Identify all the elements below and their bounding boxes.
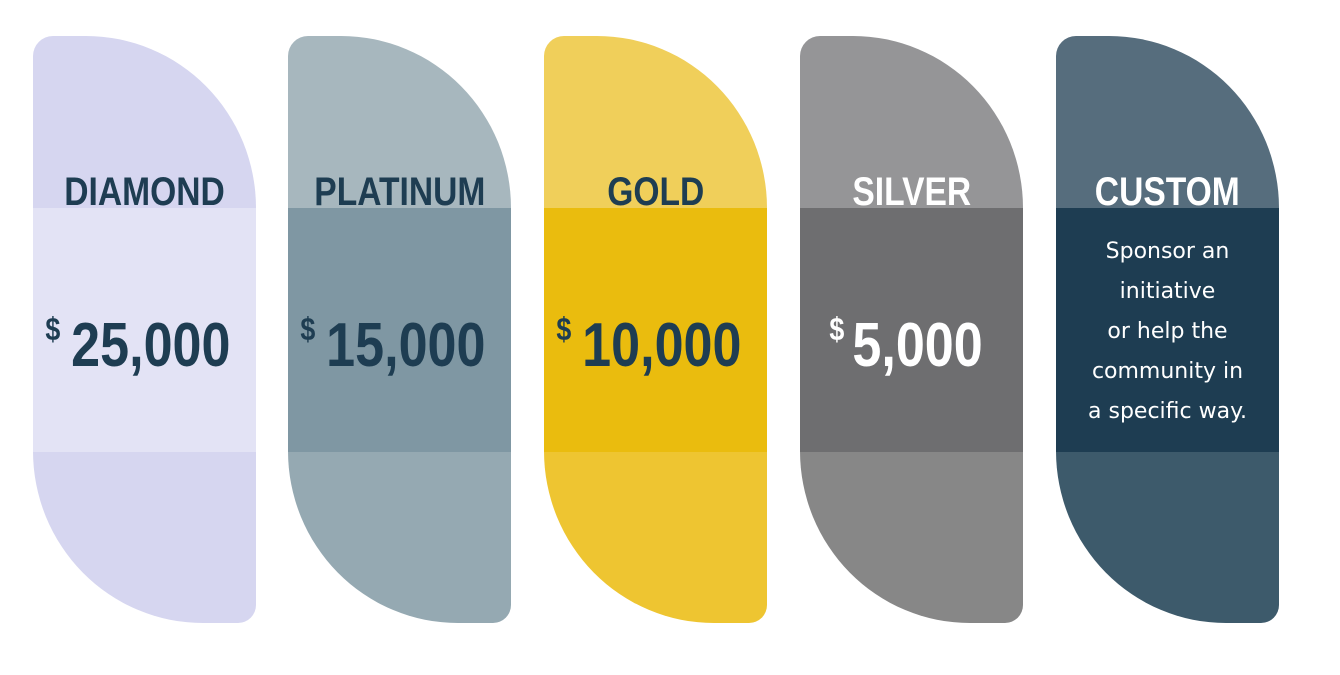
tier-name: DIAMOND: [64, 170, 225, 214]
tier-name: SILVER: [852, 170, 971, 214]
description-line: initiative: [1119, 279, 1216, 304]
description-line: a specific way.: [1088, 399, 1247, 424]
currency: $: [829, 311, 845, 347]
tier-card: GOLD $10,000: [544, 36, 767, 623]
currency: $: [45, 311, 61, 347]
tier-name: GOLD: [606, 170, 705, 214]
description-line: Sponsor an: [1105, 239, 1230, 264]
price: 15,000: [325, 311, 486, 380]
tier-card: SILVER $5,000: [800, 36, 1023, 623]
tier-description: Sponsor an initiative or help the commun…: [1056, 232, 1279, 432]
tier-card: CUSTOM Sponsor an initiative or help the…: [1056, 36, 1279, 623]
description-line: community in: [1091, 359, 1244, 384]
price: 5,000: [852, 311, 983, 380]
price: 25,000: [70, 311, 231, 380]
tier-name: PLATINUM: [313, 170, 486, 214]
tier-card: DIAMOND $25,000: [33, 36, 256, 623]
tier-name: CUSTOM: [1094, 170, 1240, 214]
currency: $: [556, 311, 572, 347]
price: 10,000: [581, 311, 742, 380]
currency: $: [300, 311, 316, 347]
tier-card: PLATINUM $15,000: [288, 36, 511, 623]
description-line: or help the: [1107, 319, 1228, 344]
